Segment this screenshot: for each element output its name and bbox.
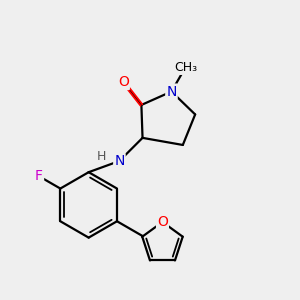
Text: F: F: [35, 169, 43, 183]
Text: O: O: [118, 75, 129, 89]
Text: CH₃: CH₃: [174, 61, 197, 74]
Text: O: O: [157, 215, 168, 229]
Text: N: N: [166, 85, 177, 99]
Text: H: H: [97, 150, 106, 163]
Text: N: N: [114, 154, 124, 168]
